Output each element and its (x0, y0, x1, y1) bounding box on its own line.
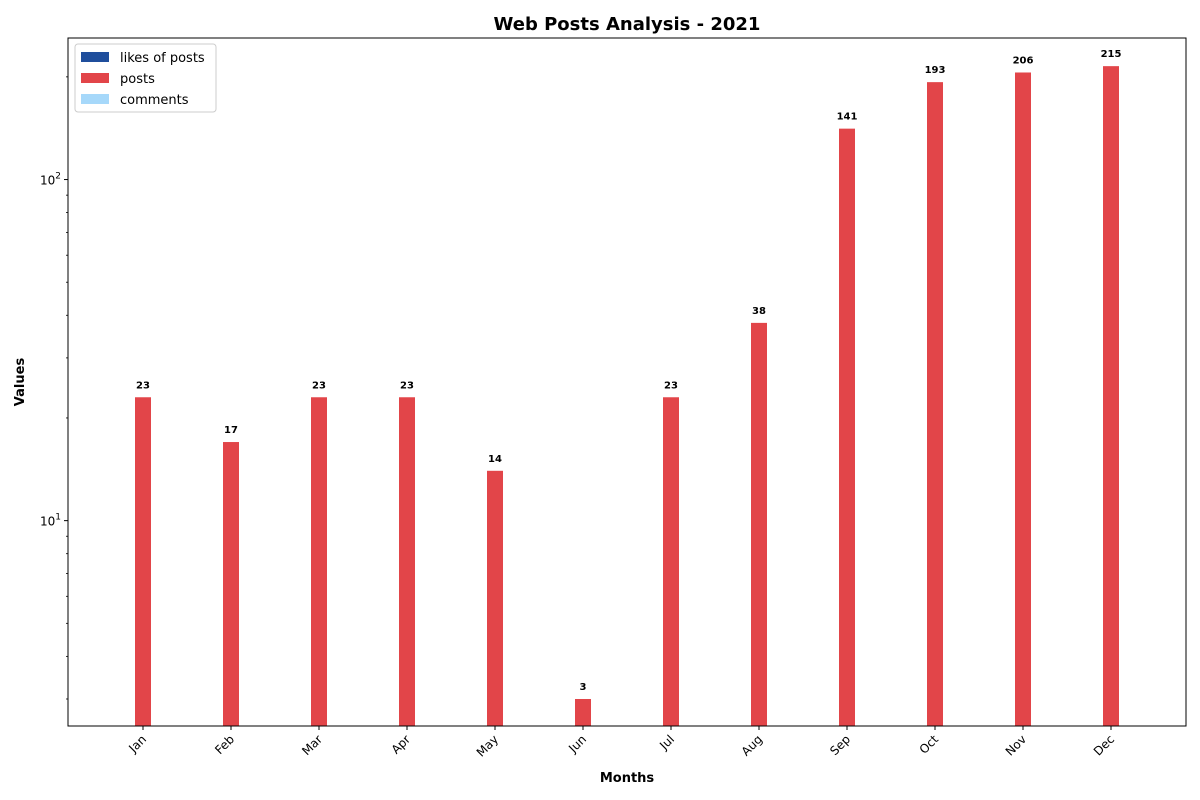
data-label-aug: 38 (752, 306, 766, 317)
legend-label-0: likes of posts (120, 51, 205, 66)
y-tick-exponent-0: 1 (55, 513, 61, 523)
bar-mar (311, 397, 327, 726)
bar-feb (223, 442, 239, 726)
data-label-feb: 17 (224, 425, 238, 436)
legend-swatch-1 (81, 73, 109, 83)
y-tick-label-0: 101 (40, 513, 61, 529)
legend-swatch-0 (81, 52, 109, 62)
y-tick-base-0: 10 (40, 515, 55, 529)
bar-sep (839, 128, 855, 726)
data-label-oct: 193 (925, 65, 946, 76)
y-tick-base-1: 10 (40, 174, 55, 188)
bar-nov (1015, 72, 1031, 726)
x-axis-label: Months (600, 771, 655, 786)
bar-apr (399, 397, 415, 726)
legend-label-1: posts (120, 72, 155, 87)
bar-may (487, 470, 503, 726)
legend-box (74, 43, 217, 113)
legend-label-2: comments (120, 93, 189, 108)
value-labels-layer: 23 17 23 23 14 3 23 38 141 193 206 215 (136, 49, 1121, 693)
legend: likes of posts posts comments (74, 43, 217, 113)
data-label-jun: 3 (580, 682, 587, 693)
y-tick-exponent-1: 2 (55, 172, 61, 182)
bar-jun (575, 698, 591, 726)
chart-title: Web Posts Analysis - 2021 (494, 14, 761, 35)
bar-oct (927, 82, 943, 726)
data-label-dec: 215 (1101, 49, 1122, 60)
data-label-sep: 141 (837, 112, 858, 123)
y-tick-label-1: 102 (40, 172, 61, 188)
bar-jul (663, 397, 679, 726)
bars-layer (135, 66, 1119, 727)
bar-dec (1103, 66, 1119, 727)
data-label-jul: 23 (664, 380, 678, 391)
bar-aug (751, 322, 767, 726)
data-label-apr: 23 (400, 380, 414, 391)
legend-swatch-2 (81, 94, 109, 104)
data-label-mar: 23 (312, 380, 326, 391)
data-label-may: 14 (488, 454, 502, 465)
data-label-nov: 206 (1013, 55, 1034, 66)
y-axis-label: Values (13, 358, 28, 407)
plot-frame (67, 37, 1187, 727)
data-label-jan: 23 (136, 380, 150, 391)
bar-jan (135, 397, 151, 726)
